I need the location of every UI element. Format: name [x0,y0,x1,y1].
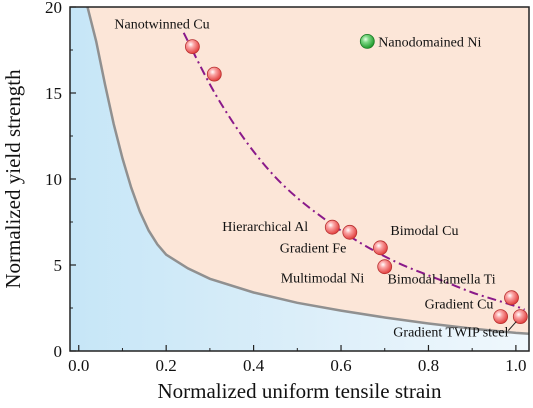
point-label: Nanotwinned Cu [114,18,209,33]
point-label: Nanodomained Ni [378,35,481,50]
point-label: Gradient Cu [425,298,494,313]
label-leader-line [507,321,517,331]
data-point [504,290,519,306]
x-tick-label: 1.0 [505,356,526,375]
point-labels: Nanotwinned Cu Nanodomained Ni Hierarchica… [114,18,517,341]
data-points [184,34,528,325]
data-point [512,309,528,325]
boundary-curve [86,6,530,336]
data-point [324,219,340,235]
data-point [206,66,222,82]
data-point [372,240,388,256]
y-axis-label: Normalized yield strength [1,69,25,289]
x-axis-ticks: 0.0 0.2 0.4 0.6 0.8 1.0 [68,345,527,375]
point-label: Gradient Fe [280,241,346,256]
point-label: Bimodal lamella Ti [388,273,496,288]
x-tick-label: 0.4 [243,356,265,375]
point-label: Gradient TWIP steel [393,326,508,341]
data-point [493,309,509,325]
x-axis-label: Normalized uniform tensile strain [157,379,442,403]
point-label: Hierarchical Al [222,220,308,235]
data-point [342,224,358,240]
y-tick-label: 10 [45,170,62,189]
trend-curve [182,32,525,311]
y-tick-label: 15 [45,84,62,103]
y-tick-label: 5 [54,256,63,275]
x-tick-label: 0.8 [418,356,439,375]
x-tick-label: 0.0 [68,356,89,375]
point-label: Multimodal Ni [281,272,365,287]
y-axis-ticks: 0 5 10 15 20 [45,0,76,361]
point-label: Bimodal Cu [390,224,458,239]
y-tick-label: 0 [54,342,63,361]
data-point [359,34,375,49]
y-tick-label: 20 [45,0,62,17]
data-point [377,259,393,275]
x-tick-label: 0.6 [330,356,351,375]
x-tick-label: 0.2 [156,356,177,375]
boundary-region [70,7,529,351]
data-point [184,39,200,54]
